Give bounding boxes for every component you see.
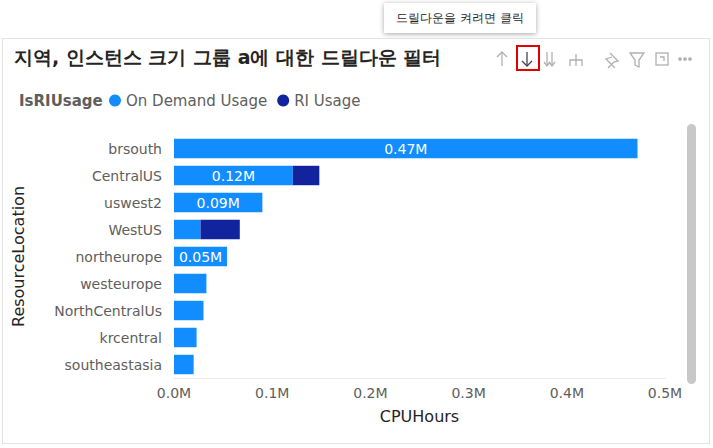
svg-text:RI Usage: RI Usage xyxy=(294,92,360,110)
svg-text:0.47M: 0.47M xyxy=(384,141,427,157)
svg-text:brsouth: brsouth xyxy=(108,141,162,157)
svg-text:uswest2: uswest2 xyxy=(104,195,162,211)
svg-text:0.1M: 0.1M xyxy=(255,385,289,401)
svg-text:0.05M: 0.05M xyxy=(179,249,222,265)
svg-text:westeurope: westeurope xyxy=(80,276,162,292)
svg-text:northeurope: northeurope xyxy=(75,249,162,265)
svg-text:krcentral: krcentral xyxy=(100,330,162,346)
svg-text:0.0M: 0.0M xyxy=(157,385,191,401)
svg-text:0.12M: 0.12M xyxy=(212,168,255,184)
svg-text:0.3M: 0.3M xyxy=(451,385,485,401)
svg-text:0.09M: 0.09M xyxy=(197,195,240,211)
svg-text:CPUHours: CPUHours xyxy=(380,407,459,426)
svg-text:0.2M: 0.2M xyxy=(353,385,387,401)
svg-text:On Demand Usage: On Demand Usage xyxy=(126,92,267,110)
svg-text:CentralUS: CentralUS xyxy=(92,168,162,184)
svg-text:IsRIUsage: IsRIUsage xyxy=(19,92,103,110)
html-text:드릴다운을 켜려면 클릭: 드릴다운을 켜려면 클릭 xyxy=(396,11,524,25)
svg-text:0.4M: 0.4M xyxy=(550,385,584,401)
svg-text:WestUS: WestUS xyxy=(108,222,162,238)
html-text:지역, 인스턴스 크기 그룹 a에 대한 드릴다운 필터: 지역, 인스턴스 크기 그룹 a에 대한 드릴다운 필터 xyxy=(14,46,442,68)
svg-text:NorthCentralUs: NorthCentralUs xyxy=(54,303,162,319)
svg-text:southeastasia: southeastasia xyxy=(65,357,162,373)
svg-text:ResourceLocation: ResourceLocation xyxy=(9,186,28,327)
svg-text:0.5M: 0.5M xyxy=(648,385,682,401)
